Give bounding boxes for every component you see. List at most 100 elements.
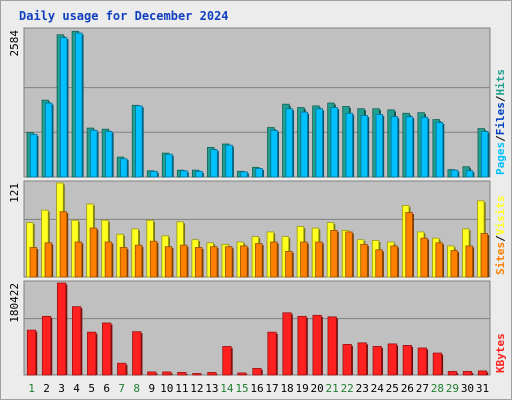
bar-kbytes-19: [297, 315, 307, 376]
bar-pages-11: [180, 170, 188, 178]
bar-sites-21: [330, 229, 338, 278]
legend-entry: KBytes: [494, 333, 507, 373]
bar-pages-31: [480, 131, 489, 178]
legend-entry: /: [494, 95, 507, 102]
bar-pages-9: [150, 170, 158, 178]
bar-sites-10: [164, 246, 173, 278]
bar-pages-2: [44, 102, 53, 178]
bar-sites-27: [420, 237, 428, 278]
bar-sites-11: [179, 244, 188, 278]
bar-sites-2: [44, 242, 53, 278]
x-tick-label: 16: [250, 382, 263, 395]
x-tick-label: 4: [73, 382, 80, 395]
bar-pages-26: [405, 116, 414, 178]
bar-kbytes-5: [87, 331, 97, 376]
bar-pages-12: [195, 170, 203, 178]
bar-sites-13: [209, 246, 218, 278]
x-tick-label: 14: [220, 382, 234, 395]
bar-kbytes-2: [41, 315, 52, 376]
bar-kbytes-24: [372, 346, 382, 376]
bar-kbytes-12: [192, 373, 202, 376]
bar-sites-20: [315, 241, 323, 278]
x-tick-label: 31: [476, 382, 489, 395]
bar-pages-24: [375, 114, 384, 178]
bar-kbytes-15: [237, 372, 247, 376]
bar-sites-1: [29, 247, 38, 278]
y-max-label: 180422: [8, 283, 21, 323]
x-tick-label: 24: [371, 382, 385, 395]
bar-kbytes-7: [117, 362, 127, 376]
legend-entry: /: [494, 135, 507, 142]
x-tick-label: 29: [446, 382, 459, 395]
x-tick-label: 3: [58, 382, 65, 395]
bar-kbytes-30: [462, 371, 473, 376]
bar-pages-10: [165, 153, 173, 178]
x-tick-label: 17: [265, 382, 278, 395]
bar-kbytes-22: [342, 344, 352, 376]
bar-kbytes-13: [207, 372, 217, 376]
y-max-label: 2584: [8, 30, 21, 57]
legend-entry: Pages: [494, 142, 507, 175]
bar-pages-4: [75, 32, 83, 178]
x-tick-label: 21: [326, 382, 339, 395]
legend-entry: Files: [494, 102, 507, 135]
bar-pages-27: [420, 116, 429, 178]
bar-kbytes-16: [252, 367, 262, 376]
x-tick-label: 15: [235, 382, 248, 395]
x-tick-label: 18: [280, 382, 293, 395]
bar-pages-25: [390, 116, 399, 178]
bar-kbytes-27: [417, 347, 427, 376]
bar-kbytes-6: [102, 322, 112, 376]
bar-kbytes-31: [477, 370, 488, 376]
bar-pages-16: [255, 168, 263, 178]
bar-kbytes-29: [447, 371, 458, 376]
bar-sites-6: [104, 241, 113, 278]
bar-pages-20: [315, 108, 323, 178]
x-tick-label: 6: [103, 382, 110, 395]
x-tick-label: 5: [88, 382, 95, 395]
y-max-label: 121: [8, 183, 21, 203]
bar-sites-14: [225, 246, 233, 278]
bar-kbytes-28: [432, 352, 442, 376]
bar-pages-29: [450, 169, 459, 178]
x-tick-label: 8: [133, 382, 140, 395]
bar-sites-23: [360, 243, 368, 278]
bar-pages-1: [29, 133, 38, 178]
bar-pages-13: [210, 149, 218, 178]
bar-pages-28: [435, 121, 444, 178]
bar-pages-21: [330, 107, 338, 178]
x-tick-label: 2: [43, 382, 50, 395]
bar-pages-7: [120, 158, 128, 178]
bar-sites-26: [405, 212, 413, 278]
x-tick-label: 12: [190, 382, 203, 395]
x-tick-label: 19: [295, 382, 308, 395]
bar-kbytes-8: [132, 331, 142, 376]
bar-sites-7: [119, 247, 128, 278]
bar-kbytes-14: [222, 346, 232, 376]
bar-pages-5: [90, 129, 98, 178]
x-tick-label: 10: [160, 382, 173, 395]
bar-sites-31: [480, 233, 488, 278]
bar-pages-6: [105, 131, 113, 178]
bar-sites-4: [74, 241, 83, 278]
bar-sites-12: [194, 247, 203, 278]
bar-kbytes-11: [177, 372, 187, 376]
bar-sites-24: [375, 249, 383, 278]
bar-sites-25: [390, 245, 398, 278]
bar-kbytes-25: [387, 343, 397, 376]
bar-kbytes-17: [267, 331, 277, 376]
bar-sites-28: [435, 242, 443, 278]
bar-kbytes-10: [162, 371, 172, 376]
legend: Sites/Visits: [494, 196, 507, 276]
bar-kbytes-4: [72, 306, 82, 376]
bar-sites-19: [300, 241, 308, 278]
x-tick-label: 20: [311, 382, 324, 395]
x-tick-label: 9: [148, 382, 155, 395]
bar-kbytes-23: [357, 342, 367, 376]
bar-sites-30: [465, 245, 473, 278]
bar-sites-15: [240, 245, 248, 278]
x-tick-label: 27: [416, 382, 429, 395]
bar-pages-30: [465, 170, 474, 178]
bar-kbytes-20: [312, 314, 322, 376]
bar-sites-8: [134, 244, 143, 278]
